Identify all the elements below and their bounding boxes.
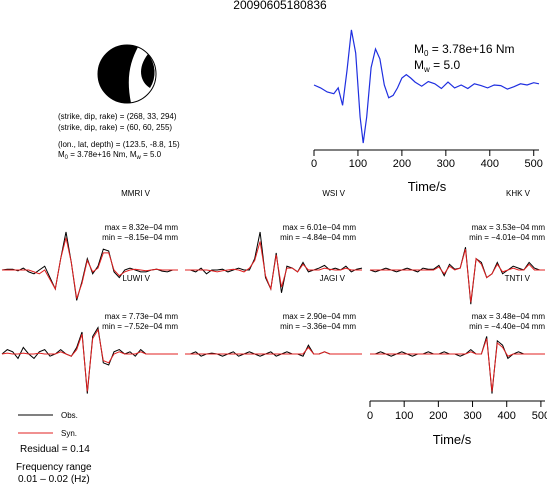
stf-tick-label: 0: [311, 158, 317, 170]
amplitude-max-label: max = 7.73e−04 mm: [105, 312, 179, 321]
amplitude-max-label: max = 3.48e−04 mm: [472, 312, 546, 321]
stf-tick-label: 500: [525, 158, 543, 170]
synthetic-waveform-line: [185, 241, 362, 291]
amplitude-max-label: max = 3.53e−04 mm: [472, 223, 546, 232]
synthetic-waveform-line: [370, 338, 545, 392]
amplitude-min-label: min = −4.40e−04 mm: [469, 322, 545, 331]
station-label: MMRI V: [121, 189, 151, 198]
amplitude-min-label: min = −8.15e−04 mm: [102, 233, 178, 242]
stf-tick-label: 100: [349, 158, 367, 170]
waveform-tick-label: 0: [367, 410, 373, 422]
mechanism-line-3: (lon., lat, depth) = (123.5, -8.8, 15): [58, 140, 180, 149]
amplitude-max-label: max = 6.01e−04 mm: [283, 223, 357, 232]
station-label: LUWI V: [122, 274, 150, 283]
stf-m0-label: M0 = 3.78e+16 Nm: [414, 42, 515, 58]
legend: Obs. Syn. Residual = 0.14 Frequency rang…: [16, 411, 92, 485]
legend-syn-label: Syn.: [61, 429, 77, 438]
stf-mw-label: Mw = 5.0: [414, 58, 460, 74]
waveform-tick-label: 500: [532, 410, 547, 422]
focal-mechanism-beachball: [97, 44, 157, 104]
waveform-x-axis-label: Time/s: [433, 432, 472, 447]
station-label: WSI V: [322, 189, 345, 198]
waveform-x-ticks: 0 100 200 300 400 500: [367, 401, 547, 422]
frequency-range-value: 0.01 – 0.02 (Hz): [18, 474, 90, 485]
amplitude-min-label: min = −4.01e−04 mm: [469, 233, 545, 242]
station-label: JAGI V: [320, 274, 346, 283]
amplitude-max-label: max = 8.32e−04 mm: [105, 223, 179, 232]
frequency-range-title: Frequency range: [16, 462, 92, 473]
waveform-tick-label: 100: [395, 410, 413, 422]
legend-obs-label: Obs.: [61, 411, 78, 420]
station-label: KHK V: [506, 189, 531, 198]
synthetic-waveform-line: [1, 328, 178, 392]
stf-tick-label: 200: [393, 158, 411, 170]
mechanism-line-1: (strike, dip, rake) = (268, 33, 294): [58, 112, 177, 121]
station-label: TNTI V: [505, 274, 531, 283]
waveform-tick-label: 200: [429, 410, 447, 422]
stf-tick-label: 400: [481, 158, 499, 170]
stf-x-axis-label: Time/s: [408, 179, 447, 194]
waveform-time-axis: 0 100 200 300 400 500 Time/s: [367, 400, 547, 447]
amplitude-min-label: min = −3.36e−04 mm: [280, 322, 356, 331]
synthetic-waveform-line: [370, 248, 545, 303]
stf-x-ticks: 0 100 200 300 400 500: [311, 150, 543, 170]
event-title: 20090605180836: [233, 0, 327, 12]
amplitude-min-label: min = −7.52e−04 mm: [102, 322, 178, 331]
mechanism-line-2: (strike, dip, rake) = (60, 60, 255): [58, 123, 172, 132]
mechanism-moment-line: M0 = 3.78e+16 Nm, Mw = 5.0: [58, 150, 162, 161]
synthetic-waveform-line: [2, 237, 178, 299]
stf-tick-label: 300: [437, 158, 455, 170]
amplitude-max-label: max = 2.90e−04 mm: [283, 312, 357, 321]
waveform-tick-label: 400: [498, 410, 516, 422]
stf-plot: 0 100 200 300 400 500 Time/s M0 = 3.78e+16 Nm…: [311, 29, 543, 194]
waveform-tick-label: 300: [463, 410, 481, 422]
observed-waveform-line: [370, 336, 545, 394]
observed-waveform-line: [185, 344, 362, 357]
residual-label: Residual = 0.14: [20, 444, 90, 455]
amplitude-min-label: min = −4.84e−04 mm: [280, 233, 356, 242]
synthetic-waveform-line: [185, 346, 362, 355]
stf-series-line: [313, 29, 540, 144]
